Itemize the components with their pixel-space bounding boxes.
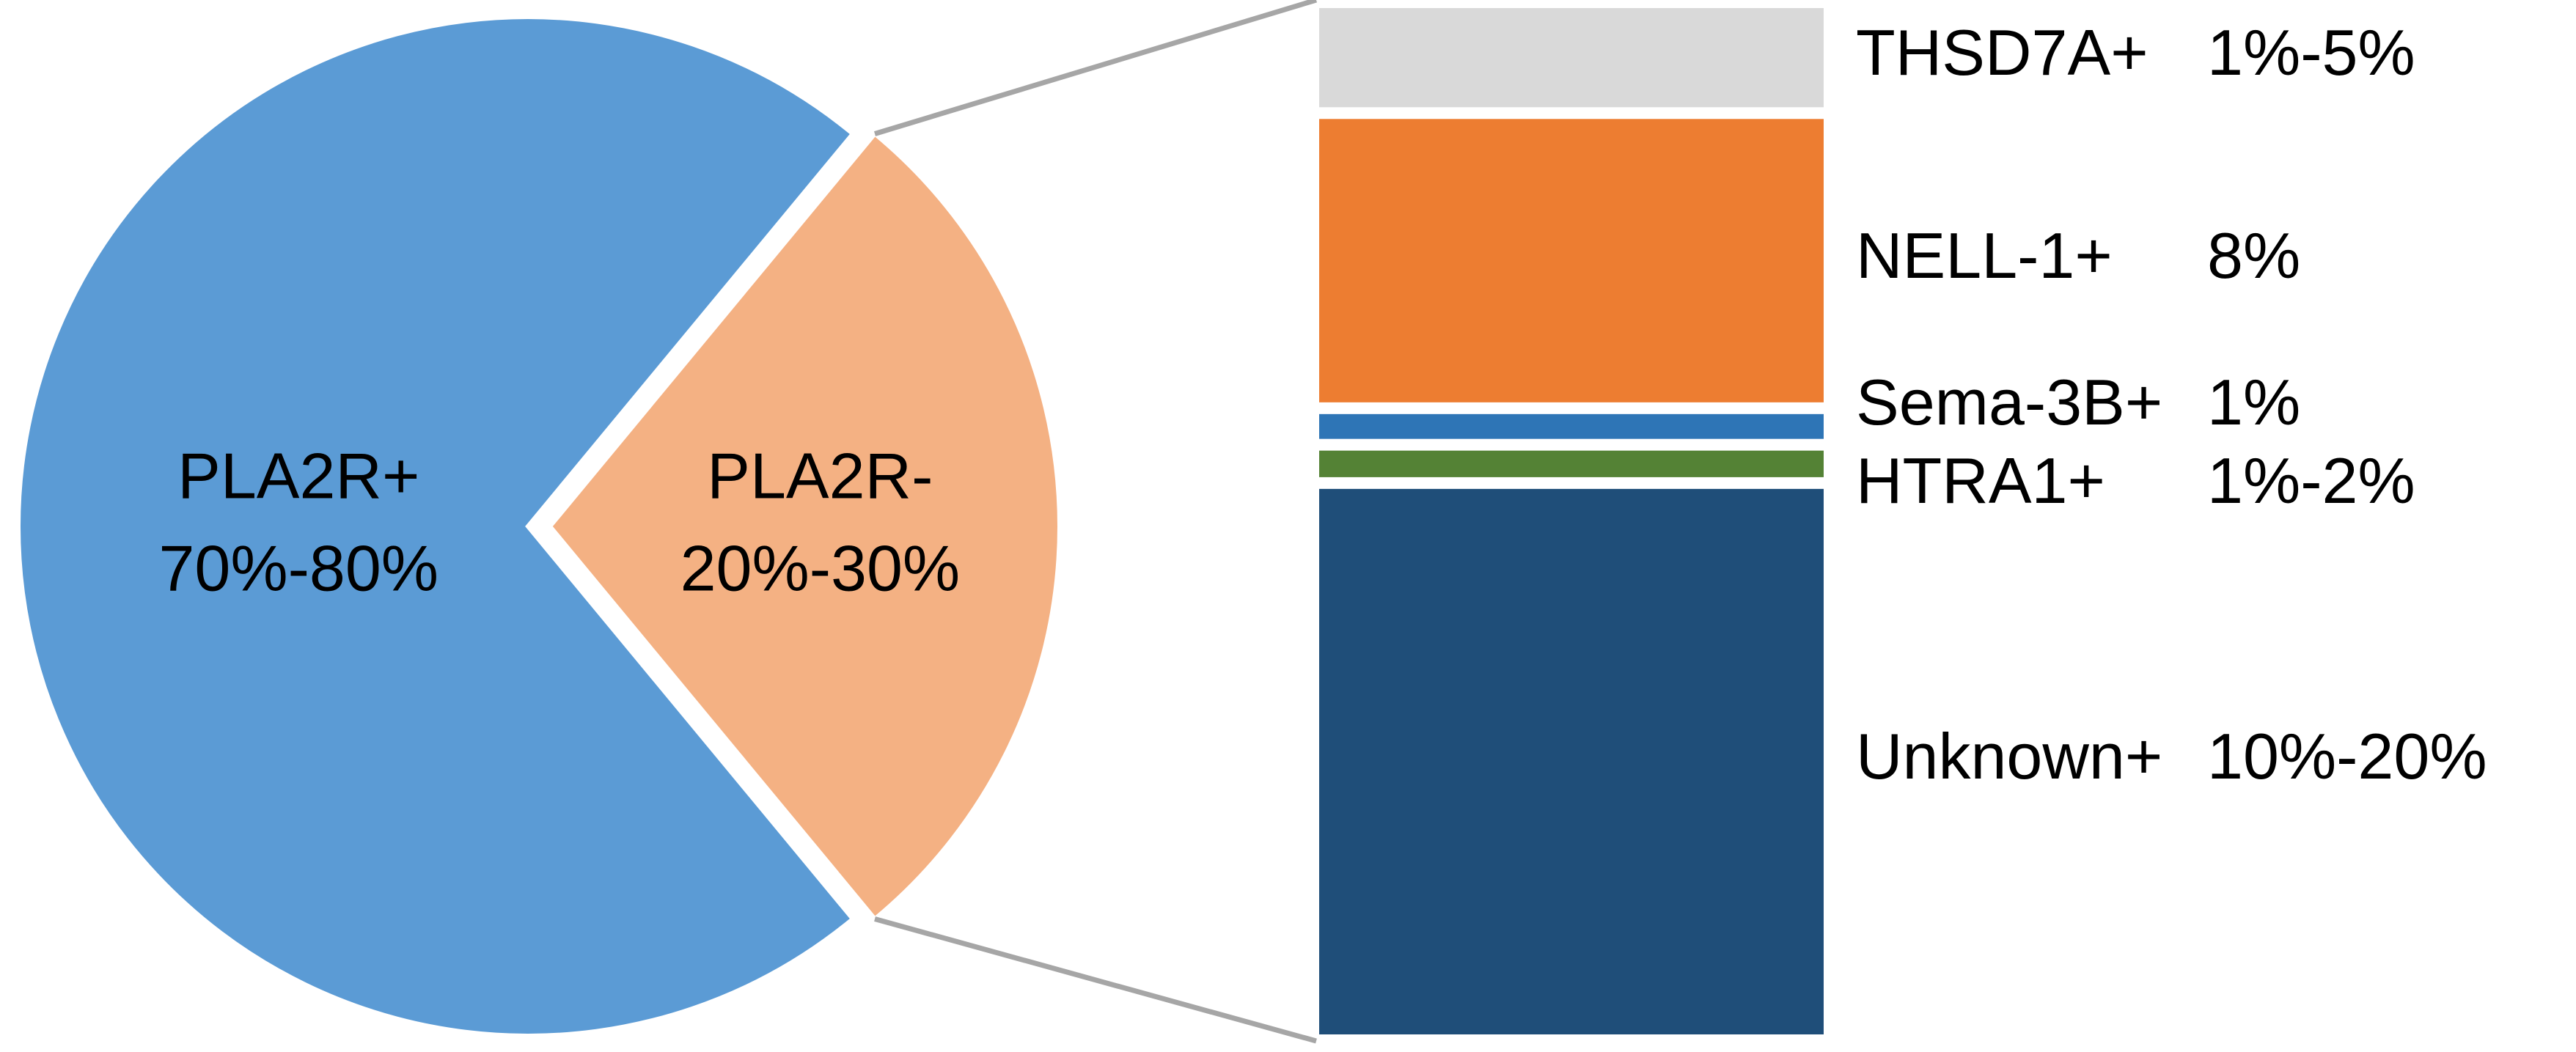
segment-label: HTRA1+ <box>1856 444 2105 517</box>
slice-range-label: 70%-80% <box>158 531 438 604</box>
segment-range-label: 8% <box>2207 219 2300 292</box>
bar-segment <box>1319 413 1824 439</box>
slice-label: PLA2R+ <box>177 439 419 512</box>
segment-range-label: 10%-20% <box>2207 720 2487 792</box>
pie-slice <box>547 130 1063 922</box>
slice-range-label: 20%-30% <box>680 531 961 604</box>
segment-label: Unknown+ <box>1856 720 2162 792</box>
bar-segment <box>1319 450 1824 477</box>
pie-slice <box>16 15 856 1039</box>
segment-range-label: 1%-5% <box>2207 16 2415 89</box>
segment-label: NELL-1+ <box>1856 219 2113 292</box>
connector-line <box>874 916 1317 1044</box>
segment-label: THSD7A+ <box>1856 16 2148 89</box>
bar-segment <box>1319 8 1824 108</box>
segment-range-label: 1%-2% <box>2207 444 2415 517</box>
bar-segment <box>1319 119 1824 402</box>
segment-label: Sema-3B+ <box>1856 366 2162 438</box>
slice-label: PLA2R- <box>707 439 933 512</box>
connector-line <box>873 0 1318 136</box>
segment-range-label: 1% <box>2207 366 2300 438</box>
bar-segment <box>1319 488 1824 1034</box>
